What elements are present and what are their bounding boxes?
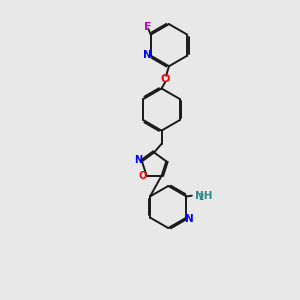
Text: N: N	[143, 50, 152, 60]
Text: O: O	[139, 171, 147, 181]
Text: O: O	[160, 74, 170, 84]
Text: NH: NH	[195, 190, 212, 201]
Text: N: N	[185, 214, 194, 224]
Text: N: N	[134, 155, 142, 166]
Text: 2: 2	[198, 193, 204, 202]
Text: F: F	[144, 22, 151, 32]
